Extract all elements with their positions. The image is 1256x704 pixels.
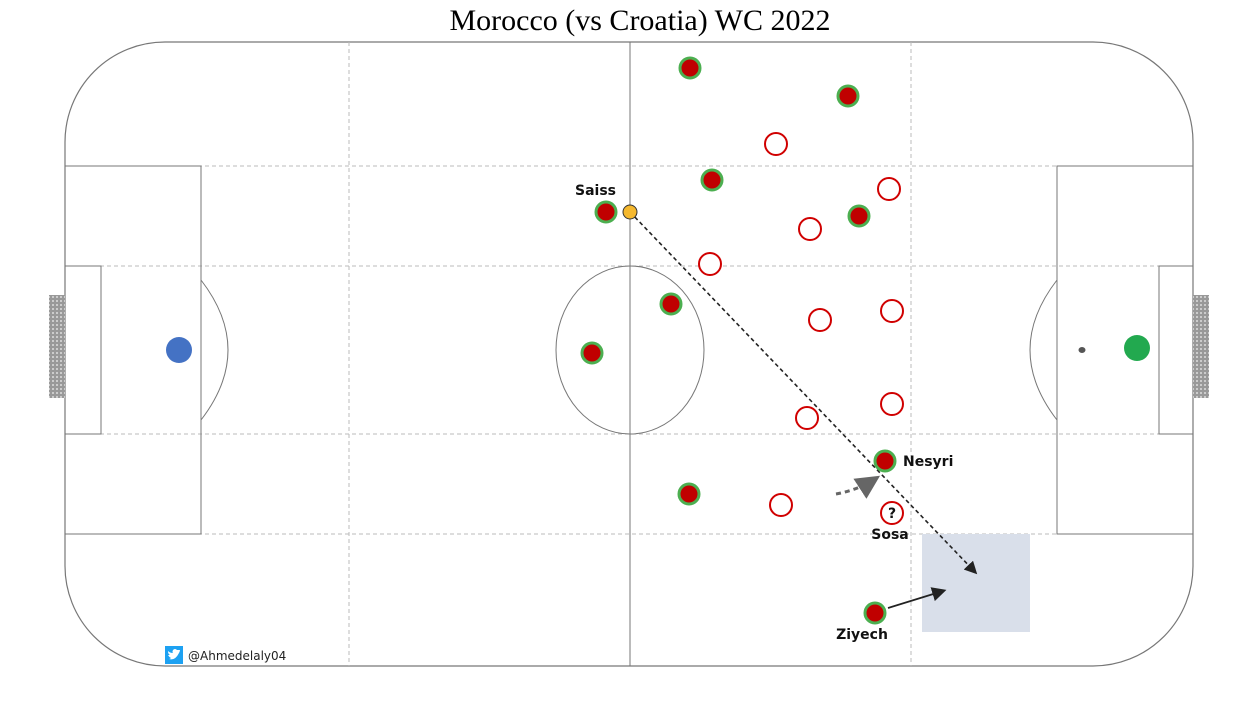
player-label: Nesyri (903, 454, 953, 470)
player-label: Sosa (871, 527, 908, 543)
credit: @Ahmedelaly04 (188, 649, 286, 663)
goalkeeper-right (1124, 335, 1150, 361)
title: Morocco (vs Croatia) WC 2022 (449, 4, 830, 37)
player-label: Ziyech (836, 627, 888, 643)
pass-arrow (629, 211, 978, 575)
target-zone (922, 534, 1030, 632)
run-arrow (887, 587, 947, 609)
croatia-players (698, 132, 904, 525)
goalkeeper-left (166, 337, 192, 363)
ball (622, 204, 638, 220)
morocco-players (580, 56, 897, 625)
player-label: Saiss (575, 183, 616, 199)
pitch (49, 41, 1209, 667)
move-arrow (835, 475, 881, 499)
marker-dot (1078, 347, 1086, 353)
player-mark: ? (888, 506, 896, 522)
twitter-icon (165, 646, 183, 664)
